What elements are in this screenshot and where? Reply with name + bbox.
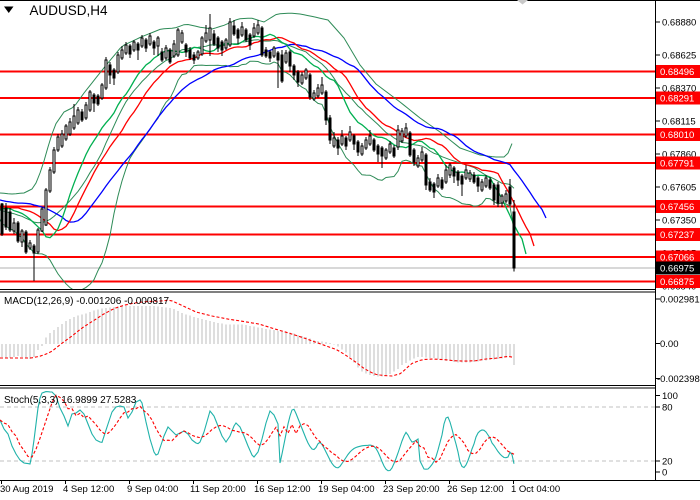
svg-text:0.67605: 0.67605 — [662, 182, 696, 193]
svg-text:30 Aug 2019: 30 Aug 2019 — [0, 484, 53, 495]
svg-text:16 Sep 12:00: 16 Sep 12:00 — [254, 484, 311, 495]
svg-text:MACD(12,26,9) -0.001206 -0.000: MACD(12,26,9) -0.001206 -0.000817 — [4, 296, 170, 307]
svg-text:0.68880: 0.68880 — [662, 17, 696, 28]
svg-text:0.68115: 0.68115 — [662, 116, 696, 127]
svg-text:0: 0 — [662, 467, 667, 478]
svg-text:0.67066: 0.67066 — [660, 252, 694, 263]
svg-text:0.67456: 0.67456 — [660, 202, 694, 213]
svg-text:0.67791: 0.67791 — [660, 158, 694, 169]
svg-text:0.68496: 0.68496 — [660, 67, 694, 78]
svg-text:23 Sep 20:00: 23 Sep 20:00 — [383, 484, 440, 495]
svg-text:0.67350: 0.67350 — [662, 215, 696, 226]
svg-text:0.66975: 0.66975 — [660, 263, 694, 274]
svg-text:0.002981: 0.002981 — [660, 294, 700, 305]
svg-text:0.68010: 0.68010 — [660, 130, 694, 141]
svg-text:0.68625: 0.68625 — [662, 50, 696, 61]
svg-text:20: 20 — [662, 456, 673, 467]
svg-text:11 Sep 20:00: 11 Sep 20:00 — [190, 484, 246, 495]
svg-text:100: 100 — [662, 391, 678, 402]
svg-text:AUDUSD,H4: AUDUSD,H4 — [30, 3, 109, 18]
svg-text:4 Sep 12:00: 4 Sep 12:00 — [63, 484, 114, 495]
svg-text:0.67860: 0.67860 — [662, 149, 696, 160]
svg-text:26 Sep 12:00: 26 Sep 12:00 — [447, 484, 504, 495]
svg-text:1 Oct 04:00: 1 Oct 04:00 — [511, 484, 560, 495]
svg-text:-0.002398: -0.002398 — [657, 374, 700, 385]
svg-text:0.68291: 0.68291 — [660, 94, 694, 105]
svg-text:0.66875: 0.66875 — [660, 277, 694, 288]
svg-text:80: 80 — [662, 402, 673, 413]
svg-text:Stoch(5,3,3) 16.9899 27.5283: Stoch(5,3,3) 16.9899 27.5283 — [4, 395, 137, 406]
svg-text:0.68370: 0.68370 — [662, 83, 696, 94]
svg-text:9 Sep 04:00: 9 Sep 04:00 — [127, 484, 178, 495]
svg-text:0.67237: 0.67237 — [660, 230, 694, 241]
svg-text:0.00: 0.00 — [660, 339, 679, 350]
svg-text:19 Sep 04:00: 19 Sep 04:00 — [318, 484, 375, 495]
